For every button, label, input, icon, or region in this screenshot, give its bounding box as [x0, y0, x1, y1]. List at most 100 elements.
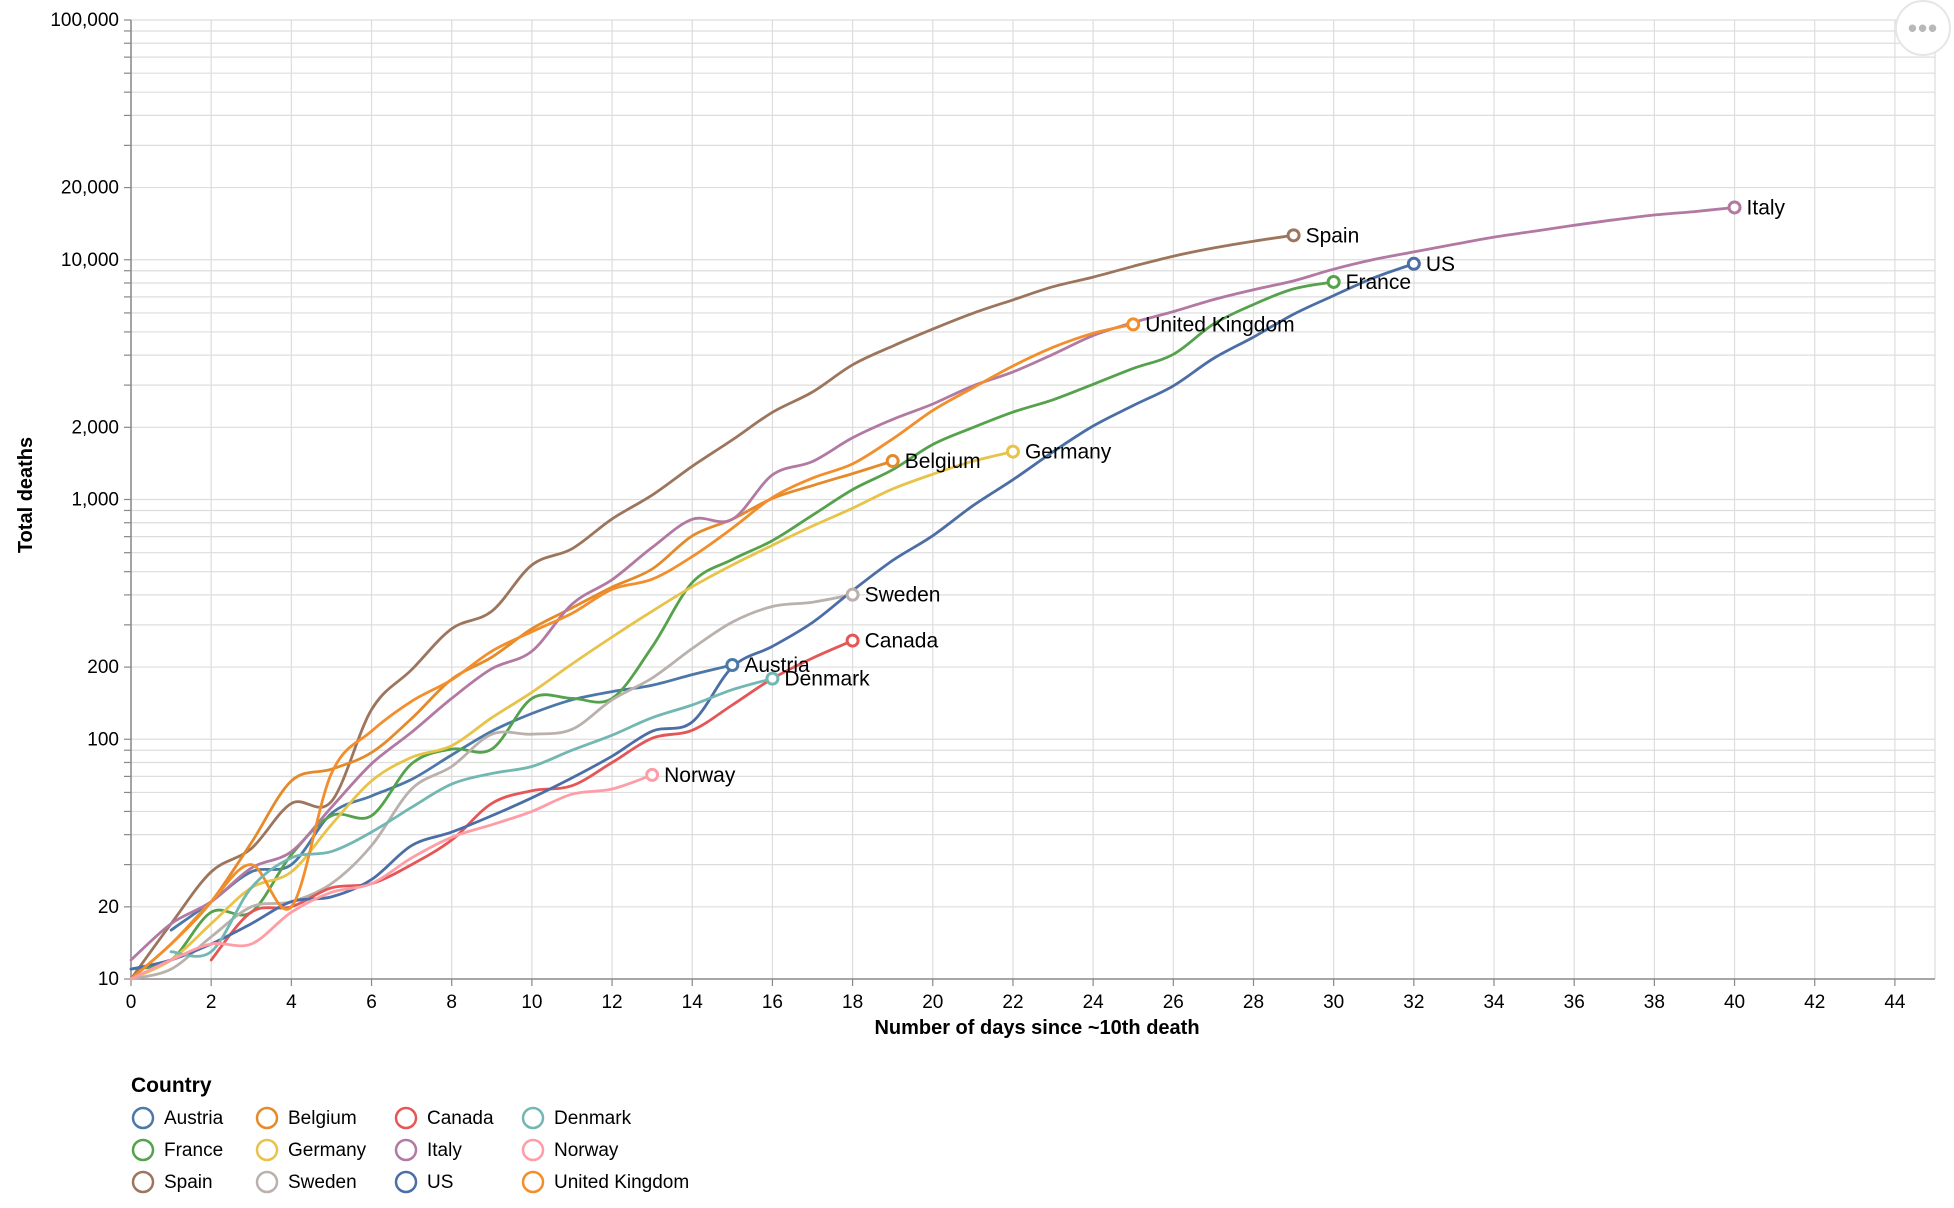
series-line-italy[interactable] [129, 206, 1736, 962]
end-label-germany: Germany [1025, 441, 1112, 464]
series-line-germany[interactable] [129, 450, 1015, 981]
legend-label: Italy [427, 1140, 462, 1161]
legend-label: France [164, 1140, 223, 1161]
end-marker-spain[interactable] [1286, 228, 1301, 243]
end-label-canada: Canada [865, 630, 939, 653]
legend-symbol [521, 1170, 545, 1194]
series-lines [129, 206, 1736, 981]
legend-symbol [131, 1138, 155, 1162]
x-tick-label: 10 [521, 992, 542, 1013]
legend-symbol [255, 1138, 279, 1162]
y-axis-title: Total deaths [15, 437, 37, 553]
legend-item-spain[interactable]: Spain [131, 1170, 213, 1194]
x-tick-label: 8 [446, 992, 457, 1013]
x-tick-label: 24 [1083, 992, 1105, 1013]
end-marker-canada[interactable] [845, 633, 860, 648]
axes: 10 20 100 200 1,000 2,000 10,000 20,000 100,000 0… [50, 10, 1935, 1013]
y-tick-label: 10 [98, 969, 119, 990]
end-label-denmark: Denmark [784, 668, 870, 691]
more-horizontal-icon: ••• [1907, 13, 1939, 43]
legend-symbol [131, 1106, 155, 1130]
legend-item-belgium[interactable]: Belgium [255, 1106, 357, 1130]
legend-title: Country [131, 1074, 212, 1097]
end-marker-belgium[interactable] [885, 454, 900, 469]
legend-item-austria[interactable]: Austria [131, 1106, 224, 1130]
x-tick-label: 2 [206, 992, 217, 1013]
x-axis-title: Number of days since ~10th death [874, 1017, 1199, 1039]
series-line-us[interactable] [129, 262, 1416, 971]
x-tick-label: 0 [126, 992, 137, 1013]
x-tick-label: 44 [1884, 992, 1906, 1013]
end-marker-austria[interactable] [725, 658, 740, 673]
x-tick-label: 40 [1724, 992, 1745, 1013]
x-tick-label: 38 [1644, 992, 1665, 1013]
end-label-france: France [1346, 271, 1411, 294]
series-line-denmark[interactable] [169, 677, 774, 958]
legend-symbol [521, 1138, 545, 1162]
legend-item-norway[interactable]: Norway [521, 1138, 619, 1162]
y-tick-label: 20 [98, 897, 119, 918]
more-actions-button[interactable]: ••• [1895, 0, 1951, 56]
x-tick-label: 28 [1243, 992, 1264, 1013]
legend-item-united-kingdom[interactable]: United Kingdom [521, 1170, 689, 1194]
x-tick-label: 32 [1403, 992, 1424, 1013]
end-marker-sweden[interactable] [845, 587, 860, 602]
series-line-united-kingdom[interactable] [129, 323, 1135, 981]
end-marker-norway[interactable] [645, 767, 660, 782]
series-line-canada[interactable] [209, 639, 854, 962]
series-line-france[interactable] [129, 280, 1336, 971]
legend[interactable]: Country Austria Belgium Canada Denmark Franc… [131, 1074, 689, 1194]
y-tick-label: 1,000 [71, 490, 119, 511]
y-tick-label: 100 [87, 729, 119, 750]
legend-item-denmark[interactable]: Denmark [521, 1106, 632, 1130]
legend-item-france[interactable]: France [131, 1138, 223, 1162]
legend-item-us[interactable]: US [394, 1170, 453, 1194]
end-label-belgium: Belgium [905, 450, 981, 473]
end-marker-us[interactable] [1406, 256, 1421, 271]
grid [130, 19, 1936, 979]
legend-item-sweden[interactable]: Sweden [255, 1170, 357, 1194]
legend-label: Sweden [288, 1172, 357, 1193]
legend-label: United Kingdom [554, 1172, 689, 1193]
y-tick-label: 100,000 [50, 10, 119, 31]
legend-label: Norway [554, 1140, 619, 1161]
x-tick-label: 6 [366, 992, 377, 1013]
end-label-us: US [1426, 253, 1455, 276]
legend-symbol [255, 1106, 279, 1130]
end-marker-denmark[interactable] [765, 671, 780, 686]
x-tick-label: 4 [286, 992, 297, 1013]
legend-item-canada[interactable]: Canada [394, 1106, 494, 1130]
legend-label: Austria [164, 1108, 224, 1129]
legend-symbol [394, 1170, 418, 1194]
end-marker-united-kingdom[interactable] [1126, 317, 1141, 332]
end-label-austria: Austria [744, 654, 810, 677]
end-label-spain: Spain [1306, 224, 1360, 247]
series-line-sweden[interactable] [129, 593, 854, 981]
x-tick-label: 36 [1564, 992, 1585, 1013]
legend-label: US [427, 1172, 453, 1193]
x-tick-label: 30 [1323, 992, 1344, 1013]
y-tick-label: 10,000 [61, 250, 119, 271]
legend-symbol [255, 1170, 279, 1194]
end-marker-france[interactable] [1326, 274, 1341, 289]
x-tick-label: 22 [1002, 992, 1023, 1013]
series-line-austria[interactable] [169, 663, 734, 932]
legend-label: Spain [164, 1172, 213, 1193]
end-label-norway: Norway [664, 764, 736, 787]
legend-symbol [131, 1170, 155, 1194]
legend-symbol [521, 1106, 545, 1130]
legend-item-germany[interactable]: Germany [255, 1138, 367, 1162]
x-tick-label: 34 [1483, 992, 1505, 1013]
x-tick-label: 18 [842, 992, 863, 1013]
legend-item-italy[interactable]: Italy [394, 1138, 462, 1162]
y-tick-label: 20,000 [61, 178, 119, 199]
end-label-italy: Italy [1747, 196, 1786, 219]
legend-label: Germany [288, 1140, 367, 1161]
x-tick-label: 26 [1163, 992, 1184, 1013]
x-tick-label: 16 [762, 992, 783, 1013]
legend-label: Denmark [554, 1108, 632, 1129]
series-line-norway[interactable] [129, 773, 654, 981]
end-marker-germany[interactable] [1005, 444, 1020, 459]
end-marker-italy[interactable] [1727, 200, 1742, 215]
